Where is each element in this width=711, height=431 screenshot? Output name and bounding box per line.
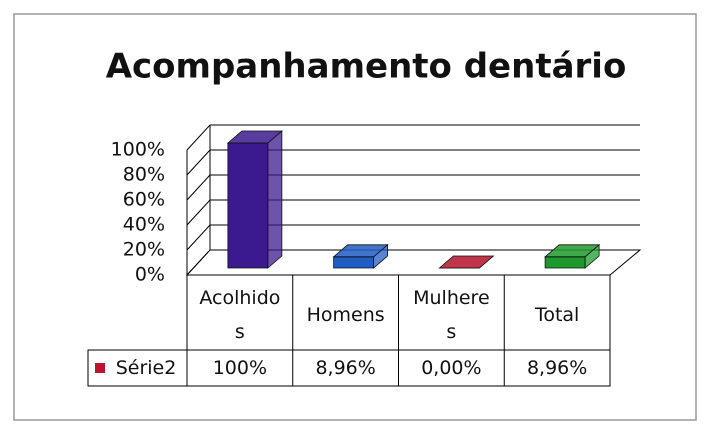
- y-tick-label: 100%: [111, 139, 165, 161]
- bar-front: [544, 256, 586, 269]
- y-tick-label: 40%: [123, 214, 165, 236]
- category-label: Mulheres: [413, 287, 490, 343]
- chart-title: Acompanhamento dentário: [106, 47, 627, 87]
- bar: [438, 255, 495, 269]
- bar-top: [438, 255, 495, 269]
- grid-line: [186, 124, 640, 151]
- category-label: Acolhidos: [199, 287, 281, 343]
- bar-front: [227, 142, 269, 269]
- bar-side: [267, 130, 283, 269]
- value-label: 8,96%: [526, 357, 588, 379]
- legend-key: [95, 363, 105, 373]
- grid-line: [186, 199, 640, 226]
- grid-line: [186, 224, 640, 251]
- value-label: 0,00%: [421, 357, 482, 379]
- bar-top: [332, 244, 389, 258]
- chart-frame: [13, 13, 697, 421]
- value-label: 100%: [212, 357, 268, 379]
- grid-line: [186, 249, 640, 276]
- category-label: Total: [534, 304, 580, 326]
- y-tick-label: 0%: [135, 264, 165, 286]
- y-tick-label: 60%: [123, 189, 165, 211]
- bar: [544, 243, 601, 269]
- bar-top: [544, 244, 601, 258]
- y-tick-label: 20%: [123, 239, 165, 261]
- legend-label: Série2: [115, 357, 177, 379]
- value-label: 8,96%: [315, 357, 376, 379]
- grid-line: [186, 174, 640, 201]
- bar-front: [333, 256, 375, 269]
- bar: [226, 130, 283, 269]
- bar-top: [226, 130, 283, 144]
- y-tick-label: 80%: [123, 164, 165, 186]
- grid-line: [186, 149, 640, 176]
- category-label: Homens: [306, 304, 385, 326]
- bar: [332, 243, 389, 269]
